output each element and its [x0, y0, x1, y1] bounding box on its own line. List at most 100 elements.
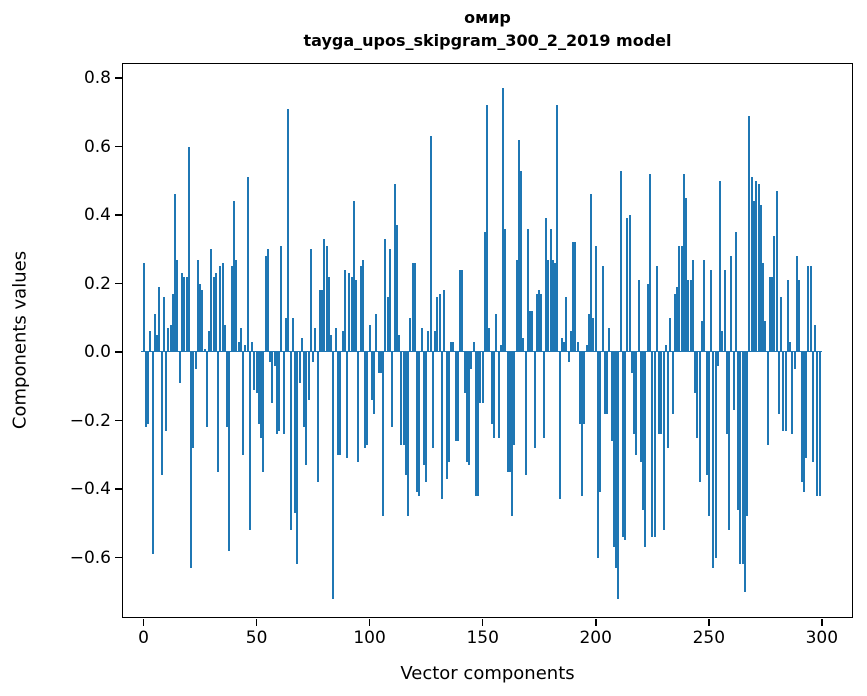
bar — [230, 266, 233, 352]
bar — [660, 352, 663, 435]
x-tick-mark — [595, 618, 597, 626]
bar — [339, 352, 342, 455]
bar — [651, 352, 654, 537]
bar — [590, 194, 593, 352]
bar — [814, 324, 816, 352]
bar — [190, 352, 192, 568]
bar — [217, 352, 220, 472]
bar — [479, 352, 482, 404]
bar — [508, 352, 511, 472]
bar — [359, 266, 362, 352]
bar — [386, 297, 389, 352]
y-tick-label: 0.2 — [83, 273, 111, 294]
bar — [558, 352, 561, 500]
bar — [691, 259, 694, 352]
bar — [221, 262, 224, 352]
bar — [266, 249, 269, 353]
bar — [782, 352, 785, 431]
bar — [633, 352, 636, 435]
bar — [538, 290, 541, 352]
bar — [474, 352, 477, 496]
bar — [454, 352, 457, 441]
bar — [246, 177, 249, 352]
bar — [719, 180, 722, 353]
bar — [436, 297, 439, 352]
bar — [818, 352, 821, 496]
bar — [160, 352, 163, 476]
bar — [373, 352, 376, 414]
bar — [422, 352, 425, 465]
bar — [565, 297, 568, 352]
bar — [438, 293, 441, 352]
y-tick-mark — [114, 77, 122, 79]
bar — [226, 352, 229, 428]
bar — [273, 352, 276, 366]
bar — [728, 352, 731, 531]
bar — [185, 276, 188, 352]
x-tick-mark — [481, 618, 484, 626]
bar — [619, 170, 622, 352]
x-tick-label: 200 — [579, 628, 612, 648]
bar — [635, 352, 638, 455]
bar — [524, 352, 527, 476]
bar — [653, 352, 656, 537]
y-tick-label: −0.6 — [69, 547, 111, 568]
bar — [312, 352, 315, 363]
bar — [391, 352, 394, 428]
bar — [741, 352, 744, 565]
bar — [384, 239, 387, 352]
bar — [239, 328, 242, 352]
bar — [802, 352, 805, 493]
bar — [461, 269, 464, 352]
bar — [608, 328, 611, 352]
bar — [547, 259, 550, 352]
bar — [743, 352, 746, 592]
bar — [522, 338, 525, 352]
bar — [418, 352, 421, 496]
bar — [151, 352, 154, 555]
bar — [572, 242, 575, 352]
bar — [341, 331, 344, 352]
bar — [280, 245, 283, 352]
bar — [574, 242, 577, 352]
bar — [723, 269, 726, 352]
bar — [795, 256, 798, 352]
x-tick-label: 50 — [245, 628, 268, 648]
y-tick-label: 0.6 — [83, 136, 111, 157]
bar — [594, 245, 597, 352]
bar — [721, 331, 724, 352]
bar — [714, 352, 717, 558]
bar — [664, 345, 667, 352]
bar — [757, 184, 760, 352]
bar — [689, 280, 692, 352]
bar — [701, 321, 703, 352]
bar — [535, 293, 538, 352]
y-tick-label: −0.4 — [69, 479, 111, 499]
bar — [587, 314, 590, 352]
bar — [459, 269, 461, 352]
bar — [493, 352, 495, 438]
y-tick-label: 0.0 — [83, 342, 111, 362]
bar — [707, 352, 710, 517]
bar — [698, 352, 701, 483]
bar — [499, 345, 502, 352]
chart-subtitle: tayga_upos_skipgram_300_2_2019 model — [303, 31, 672, 50]
bar — [497, 352, 500, 438]
bar — [520, 170, 523, 352]
bar — [800, 352, 803, 483]
bar — [682, 173, 685, 352]
bar — [178, 352, 181, 383]
bar — [703, 259, 706, 352]
x-tick-label: 150 — [466, 628, 499, 648]
bar — [199, 283, 201, 352]
x-tick-mark — [821, 618, 823, 626]
bar — [725, 352, 728, 435]
bar — [775, 191, 778, 352]
bar — [282, 352, 285, 435]
bar — [456, 352, 459, 441]
bar — [407, 352, 409, 517]
bar — [147, 352, 149, 424]
bar — [445, 352, 448, 479]
bar — [504, 228, 507, 352]
bar — [357, 352, 360, 462]
